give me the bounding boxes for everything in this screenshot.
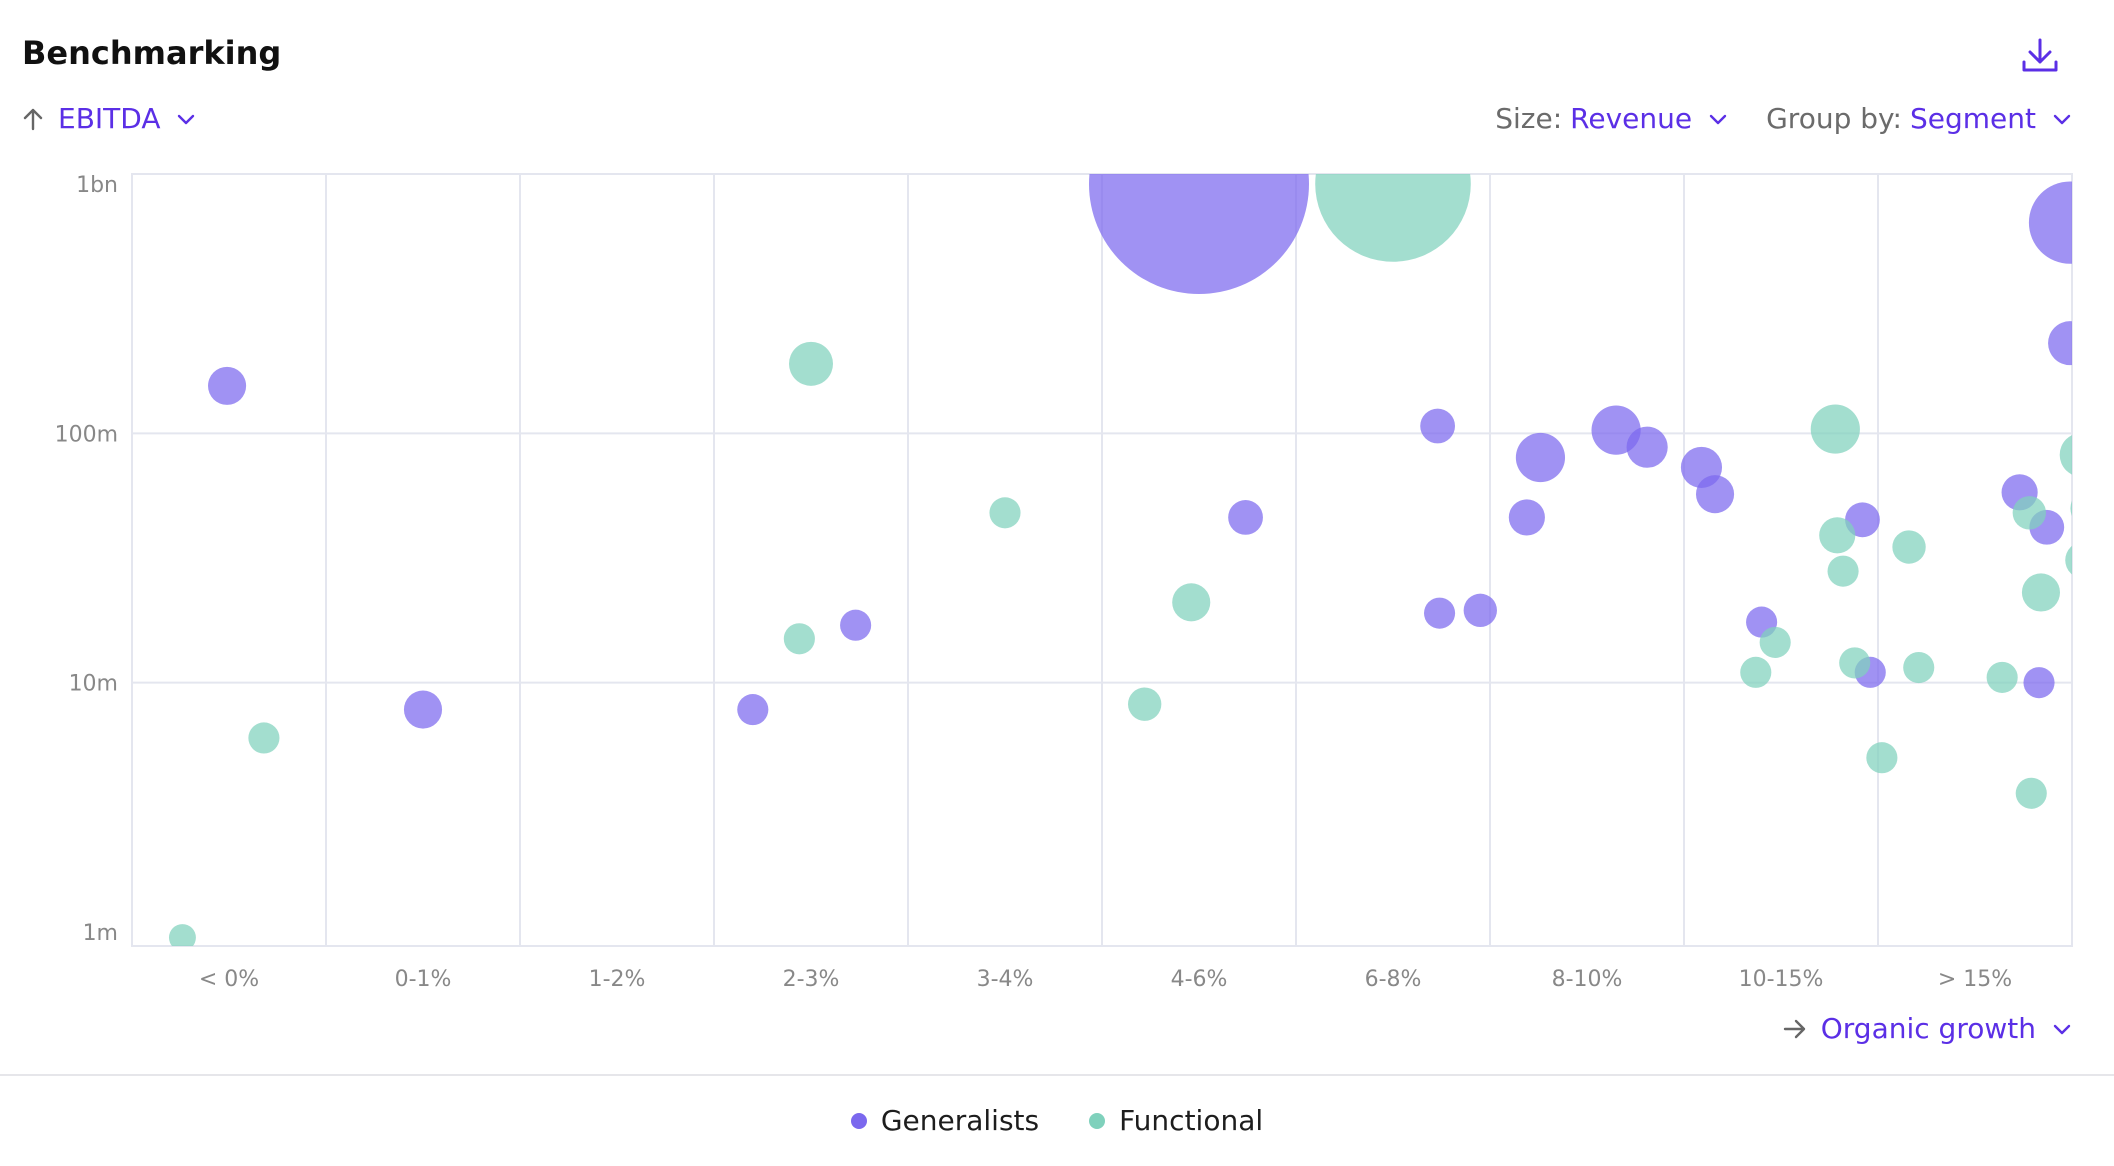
bubble-functional[interactable] — [1986, 661, 2018, 693]
y-tick-label: 1m — [83, 921, 118, 946]
bubble-functional[interactable] — [2012, 496, 2047, 530]
bubble-functional[interactable] — [248, 722, 280, 754]
legend-item-functional[interactable]: Functional — [1089, 1104, 1263, 1137]
y-metric-value: EBITDA — [58, 102, 161, 135]
bubble-functional[interactable] — [1892, 530, 1926, 564]
legend-divider — [0, 1074, 2114, 1076]
x-tick-label: < 0% — [199, 967, 259, 992]
bubble-functional[interactable] — [1866, 742, 1898, 774]
bubble-functional[interactable] — [1172, 583, 1211, 622]
size-dropdown[interactable]: Size: Revenue — [1495, 102, 1728, 135]
legend-label-generalists: Generalists — [880, 1104, 1040, 1137]
legend-label-functional: Functional — [1119, 1104, 1264, 1137]
bubble-functional[interactable] — [1315, 160, 1471, 262]
bubble-generalists[interactable] — [1508, 499, 1545, 536]
x-tick-label: 10-15% — [1739, 967, 1824, 992]
bubble-generalists[interactable] — [840, 609, 872, 641]
y-metric-dropdown[interactable]: EBITDA — [22, 102, 196, 135]
chevron-down-icon — [2053, 1024, 2071, 1034]
x-tick-label: 1-2% — [589, 967, 646, 992]
bubble-functional[interactable] — [168, 924, 196, 951]
bubble-functional[interactable] — [1839, 647, 1871, 679]
x-tick-label: 6-8% — [1365, 967, 1422, 992]
bubble-functional[interactable] — [1127, 687, 1162, 721]
legend-item-generalists[interactable]: Generalists — [850, 1104, 1040, 1137]
group-by-dropdown[interactable]: Group by: Segment — [1766, 102, 2072, 135]
page-title: Benchmarking — [22, 34, 282, 72]
bubble-functional[interactable] — [2109, 719, 2114, 750]
bubble-generalists[interactable] — [1515, 432, 1566, 483]
bubble-functional[interactable] — [2090, 582, 2114, 617]
chevron-down-icon — [178, 114, 195, 124]
x-metric-dropdown[interactable]: Organic growth — [1783, 1012, 2072, 1045]
bubble-generalists[interactable] — [403, 690, 443, 729]
y-tick-label: 1bn — [76, 173, 118, 198]
x-tick-label: 8-10% — [1552, 967, 1623, 992]
group-by-label: Group by: — [1766, 102, 1902, 135]
legend-dot-functional — [1089, 1112, 1106, 1129]
legend-dot-generalists — [850, 1112, 867, 1129]
bubble-functional[interactable] — [1810, 404, 1860, 454]
bubble-generalists[interactable] — [1695, 475, 1735, 514]
bubble-functional[interactable] — [2015, 777, 2047, 809]
bubble-functional[interactable] — [1819, 517, 1856, 554]
x-tick-label: 2-3% — [783, 967, 840, 992]
bubble-generalists[interactable] — [2023, 667, 2055, 699]
bubble-generalists[interactable] — [1228, 500, 1263, 535]
group-by-value: Segment — [1910, 102, 2036, 135]
arrow-right-icon — [1783, 1019, 1805, 1038]
download-button[interactable] — [2018, 34, 2062, 78]
bubble-generalists[interactable] — [737, 694, 769, 726]
bubble-functional[interactable] — [783, 623, 815, 655]
bubble-generalists[interactable] — [208, 366, 247, 405]
x-tick-label: 3-4% — [977, 967, 1034, 992]
bubble-functional[interactable] — [2090, 785, 2114, 815]
size-label: Size: — [1495, 102, 1563, 135]
size-value: Revenue — [1570, 102, 1693, 135]
y-tick-label: 10m — [69, 672, 118, 697]
bubbles-layer — [168, 160, 2114, 951]
bubble-generalists[interactable] — [1424, 597, 1456, 629]
bubble-generalists[interactable] — [2048, 321, 2092, 366]
bubble-generalists[interactable] — [1089, 160, 1309, 294]
bubble-functional[interactable] — [2070, 489, 2108, 527]
bubble-functional[interactable] — [989, 497, 1021, 529]
bubble-functional[interactable] — [1759, 626, 1791, 658]
bubble-functional[interactable] — [2103, 639, 2114, 670]
chevron-down-icon — [1709, 114, 1727, 124]
bubble-functional[interactable] — [789, 341, 833, 386]
bubble-functional[interactable] — [2065, 542, 2102, 579]
bubble-generalists[interactable] — [1463, 593, 1497, 628]
legend: Generalists Functional — [0, 1104, 2114, 1137]
x-metric-value: Organic growth — [1820, 1012, 2036, 1045]
bubble-functional[interactable] — [1740, 656, 1772, 688]
arrow-up-icon — [23, 108, 43, 130]
bubble-chart: 1m 10m 100m 1bn < 0% 0-1% 1-2% 2-3% 3-4% 4-6% 6-8%… — [55, 160, 2114, 992]
bubble-generalists[interactable] — [2084, 629, 2114, 664]
bubble-functional[interactable] — [1827, 555, 1859, 587]
bubble-generalists[interactable] — [2105, 603, 2114, 634]
x-tick-label: 0-1% — [395, 967, 452, 992]
bubble-functional[interactable] — [2021, 573, 2061, 612]
bubble-generalists[interactable] — [1420, 408, 1456, 444]
bubble-generalists[interactable] — [1626, 426, 1668, 468]
bubble-generalists[interactable] — [2028, 181, 2111, 264]
y-tick-label: 100m — [55, 422, 118, 447]
bubble-functional[interactable] — [2109, 607, 2114, 638]
x-tick-label: > 15% — [1938, 967, 2012, 992]
download-icon — [2022, 38, 2058, 72]
bubble-functional[interactable] — [1903, 651, 1935, 684]
x-tick-label: 4-6% — [1171, 967, 1228, 992]
bubble-functional[interactable] — [2059, 433, 2104, 477]
chevron-down-icon — [2053, 114, 2071, 124]
